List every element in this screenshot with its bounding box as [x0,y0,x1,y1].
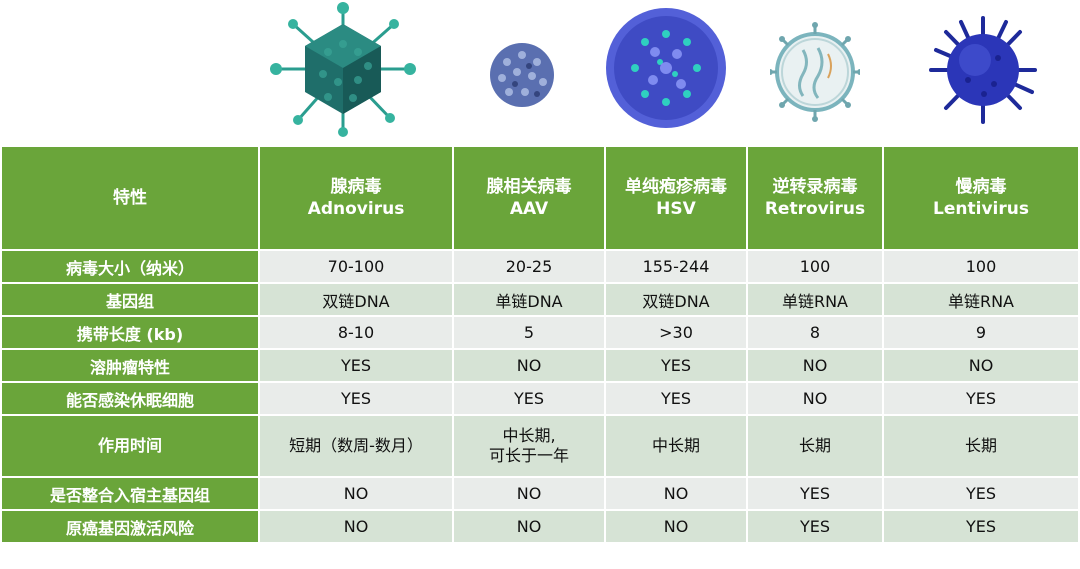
row-label: 溶肿瘤特性 [0,348,260,383]
table-cell: YES [746,476,884,511]
header-retrovirus: 逆转录病毒 Retrovirus [746,145,884,251]
table-cell: 100 [746,249,884,284]
table-cell: 双链DNA [258,282,454,317]
table-row: 基因组 双链DNA 单链DNA 双链DNA 单链RNA 单链RNA [0,282,1080,317]
row-label: 基因组 [0,282,260,317]
table-cell: NO [452,476,606,511]
table-cell: 单链RNA [746,282,884,317]
retrovirus-illustration [770,22,860,122]
table-cell: 单链DNA [452,282,606,317]
table-cell: 9 [882,315,1080,350]
row-label: 是否整合入宿主基因组 [0,476,260,511]
virus-comparison-table: 特性 腺病毒 Adnovirus 腺相关病毒 AAV 单纯疱疹病毒 HSV 逆转录病毒… [0,145,1080,544]
header-lentivirus: 慢病毒 Lentivirus [882,145,1080,251]
table-cell: 8-10 [258,315,454,350]
table-cell: 70-100 [258,249,454,284]
table-cell: YES [746,509,884,544]
hsv-illustration [606,8,726,128]
header-feature: 特性 [0,145,260,251]
row-label: 携带长度 (kb) [0,315,260,350]
table-cell: 单链RNA [882,282,1080,317]
table-cell: YES [604,348,748,383]
header-aav: 腺相关病毒 AAV [452,145,606,251]
lentivirus-illustration [929,16,1037,124]
cell-line: 可长于一年 [488,446,569,465]
adenovirus-illustration [270,2,416,137]
table-cell: YES [604,381,748,416]
table-cell: NO [746,381,884,416]
table-cell: 短期（数周-数月） [258,414,454,478]
virus-images-strip [0,0,1080,145]
table-row: 病毒大小（纳米） 70-100 20-25 155-244 100 100 [0,249,1080,284]
cell-line: 中长期, [502,426,556,445]
table-cell: NO [452,509,606,544]
table-cell: 中长期 [604,414,748,478]
row-label: 作用时间 [0,414,260,478]
row-label: 原癌基因激活风险 [0,509,260,544]
table-cell: NO [604,509,748,544]
table-cell: NO [882,348,1080,383]
table-cell: 100 [882,249,1080,284]
table-cell: YES [882,381,1080,416]
table-cell: YES [258,381,454,416]
table-cell: 长期 [882,414,1080,478]
table-cell: 长期 [746,414,884,478]
aav-illustration [490,43,554,107]
table-cell: YES [258,348,454,383]
table-row: 原癌基因激活风险 NO NO NO YES YES [0,509,1080,544]
table-cell: 5 [452,315,606,350]
table-row: 作用时间 短期（数周-数月） 中长期, 可长于一年 中长期 长期 长期 [0,414,1080,478]
table-row: 能否感染休眠细胞 YES YES YES NO YES [0,381,1080,416]
table-cell: >30 [604,315,748,350]
table-cell: 双链DNA [604,282,748,317]
table-cell: 20-25 [452,249,606,284]
row-label: 能否感染休眠细胞 [0,381,260,416]
table-cell: YES [882,476,1080,511]
table-cell: 8 [746,315,884,350]
table-row: 携带长度 (kb) 8-10 5 >30 8 9 [0,315,1080,350]
table-cell: 中长期, 可长于一年 [452,414,606,478]
table-row: 是否整合入宿主基因组 NO NO NO YES YES [0,476,1080,511]
table-cell: NO [746,348,884,383]
table-cell: YES [452,381,606,416]
header-hsv: 单纯疱疹病毒 HSV [604,145,748,251]
table-cell: NO [258,476,454,511]
table-header-row: 特性 腺病毒 Adnovirus 腺相关病毒 AAV 单纯疱疹病毒 HSV 逆转录病毒… [0,145,1080,251]
table-cell: NO [604,476,748,511]
header-adenovirus: 腺病毒 Adnovirus [258,145,454,251]
table-row: 溶肿瘤特性 YES NO YES NO NO [0,348,1080,383]
row-label: 病毒大小（纳米） [0,249,260,284]
table-cell: NO [452,348,606,383]
table-cell: YES [882,509,1080,544]
table-cell: NO [258,509,454,544]
table-cell: 155-244 [604,249,748,284]
